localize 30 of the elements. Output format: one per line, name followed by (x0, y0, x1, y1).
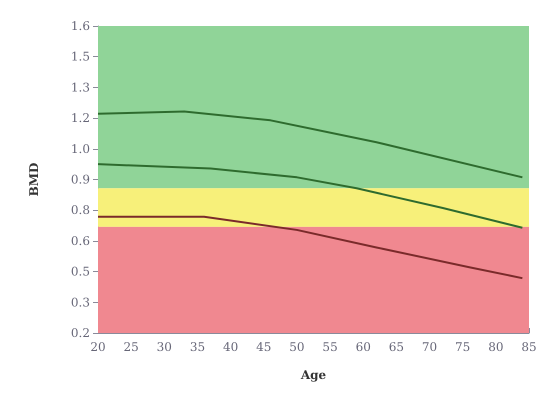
y-tick-label: 1.3 (70, 80, 90, 94)
x-axis-title: Age (300, 368, 327, 382)
x-tick-label: 40 (222, 340, 238, 354)
x-tick-label: 25 (124, 340, 139, 354)
y-tick-label: 0.2 (70, 326, 90, 340)
y-tick-label: 0.6 (70, 234, 90, 248)
x-tick-label: 20 (90, 340, 106, 354)
y-tick-label: 0.9 (70, 172, 90, 186)
y-tick-label: 1.6 (70, 19, 90, 33)
y-tick-label: 0.5 (70, 264, 90, 279)
x-tick-label: 35 (190, 340, 206, 354)
x-tick-label: 55 (322, 340, 338, 354)
x-tick-label: 65 (388, 340, 404, 354)
x-tick-label: 70 (422, 340, 438, 354)
x-tick-label: 75 (455, 340, 470, 354)
y-tick-label: 1.2 (70, 111, 90, 126)
line-series (97, 163, 524, 229)
y-axis-title: BMD (27, 162, 41, 196)
y-tick-label: 1.0 (70, 142, 90, 156)
x-tick-label: 80 (488, 340, 504, 354)
x-tick-label: 50 (289, 340, 305, 354)
y-tick-label: 1.5 (70, 50, 90, 64)
line-series (97, 216, 524, 280)
line-series (97, 110, 524, 178)
x-tick-label: 60 (356, 340, 371, 354)
x-tick-label: 85 (521, 340, 537, 354)
x-tick-label: 30 (156, 340, 172, 354)
y-tick-label: 0.8 (70, 203, 90, 218)
y-tick-label: 0.3 (70, 295, 90, 310)
x-tick-label: 45 (256, 340, 272, 354)
